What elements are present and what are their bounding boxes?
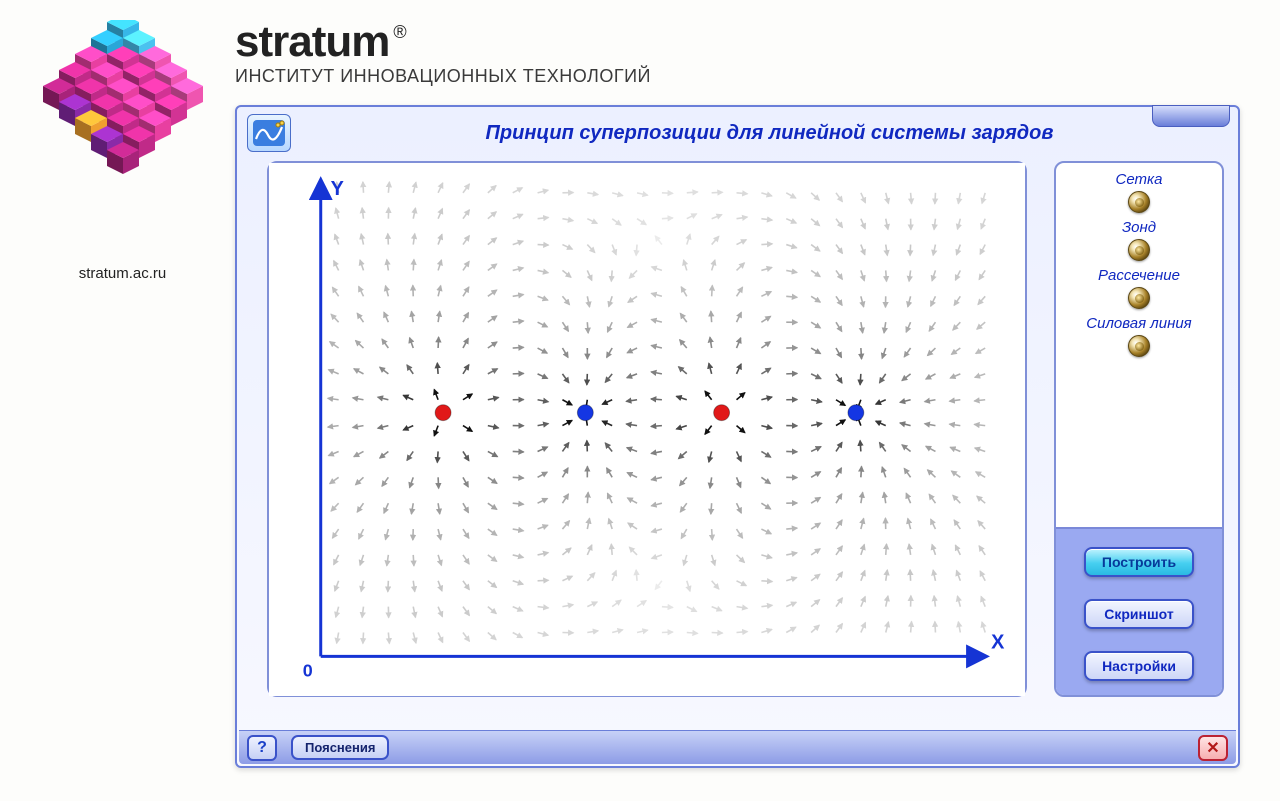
svg-text:0: 0: [303, 660, 313, 680]
radio-label-probe: Зонд: [1056, 219, 1222, 236]
simulation-title: Принцип суперпозиции для линейной систем…: [311, 122, 1228, 145]
close-button[interactable]: ✕: [1198, 735, 1228, 761]
radio-probe[interactable]: [1128, 239, 1150, 261]
brand-registered: ®: [393, 22, 406, 43]
site-url: stratum.ac.ru: [30, 265, 215, 282]
radio-label-fieldline: Силовая линия: [1056, 315, 1222, 332]
bottom-bar: ? Пояснения ✕: [239, 730, 1236, 764]
field-plot[interactable]: X Y 0: [267, 161, 1027, 697]
brand: stratum ®: [235, 20, 1250, 64]
settings-button[interactable]: Настройки: [1084, 651, 1194, 681]
plot-tool-icon[interactable]: [247, 114, 291, 152]
simulation-window: Принцип суперпозиции для линейной систем…: [235, 105, 1240, 768]
help-button[interactable]: ?: [247, 735, 277, 761]
explain-button[interactable]: Пояснения: [291, 735, 389, 760]
svg-text:X: X: [991, 631, 1005, 653]
logo: [ [80,10,"#37b7e8"],[64,26,"#2aa6d8"],[9…: [43, 20, 203, 210]
brand-name: stratum: [235, 20, 389, 64]
radio-slice[interactable]: [1128, 287, 1150, 309]
radio-label-grid: Сетка: [1056, 171, 1222, 188]
radio-grid[interactable]: [1128, 191, 1150, 213]
radio-label-slice: Рассечение: [1056, 267, 1222, 284]
brand-subtitle: ИНСТИТУТ ИННОВАЦИОННЫХ ТЕХНОЛОГИЙ: [235, 66, 1250, 87]
build-button[interactable]: Построить: [1084, 547, 1194, 577]
radio-fieldline[interactable]: [1128, 335, 1150, 357]
screenshot-button[interactable]: Скриншот: [1084, 599, 1194, 629]
controls-panel: Сетка Зонд Рассечение Силовая линия Построи…: [1054, 161, 1224, 697]
svg-text:Y: Y: [331, 178, 344, 200]
